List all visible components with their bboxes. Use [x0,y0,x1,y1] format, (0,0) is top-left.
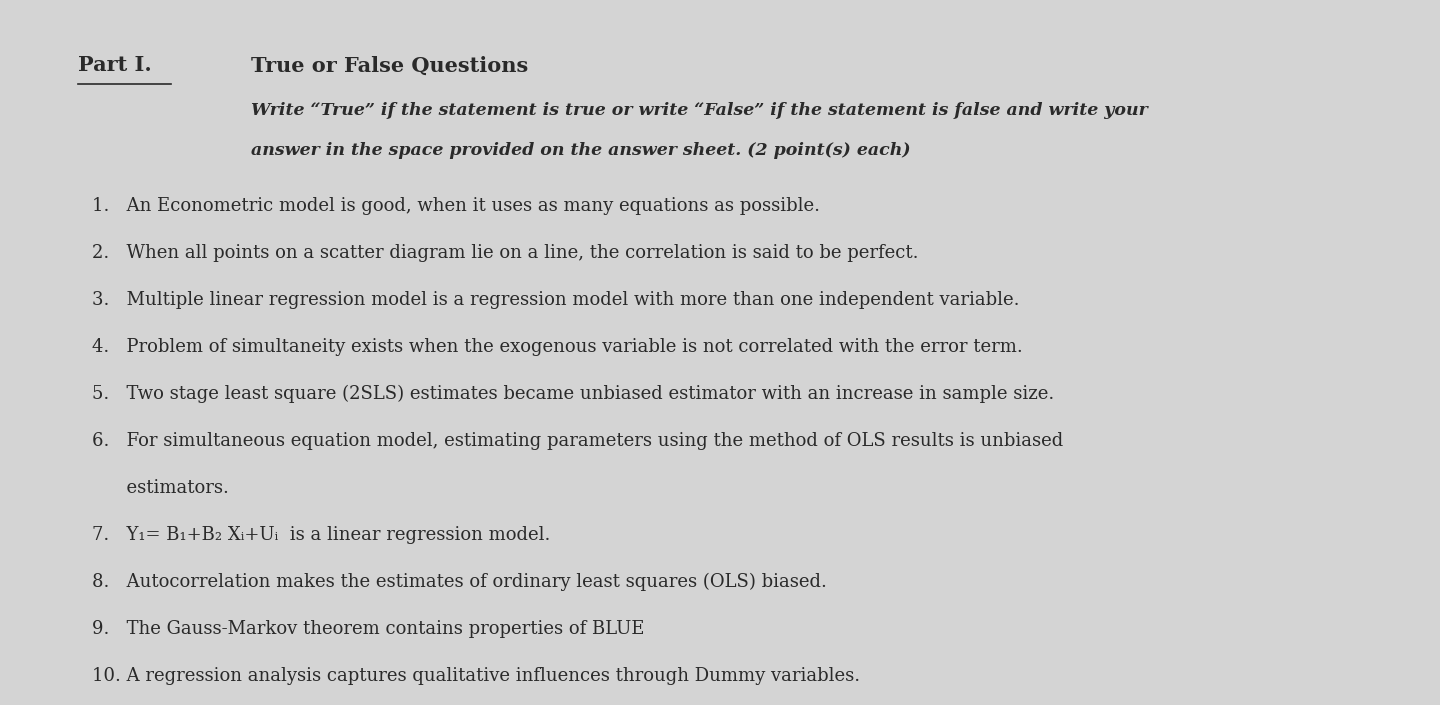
Text: 7.   Y₁= B₁+B₂ Xᵢ+Uᵢ  is a linear regression model.: 7. Y₁= B₁+B₂ Xᵢ+Uᵢ is a linear regressio… [92,526,550,544]
Text: 10. A regression analysis captures qualitative influences through Dummy variable: 10. A regression analysis captures quali… [92,667,860,685]
Text: Part I.: Part I. [78,56,151,75]
Text: 3.   Multiple linear regression model is a regression model with more than one i: 3. Multiple linear regression model is a… [92,291,1020,309]
Text: 2.   When all points on a scatter diagram lie on a line, the correlation is said: 2. When all points on a scatter diagram … [92,244,919,262]
Text: Write “True” if the statement is true or write “False” if the statement is false: Write “True” if the statement is true or… [252,102,1148,119]
Text: 9.   The Gauss-Markov theorem contains properties of BLUE: 9. The Gauss-Markov theorem contains pro… [92,620,645,638]
Text: 1.   An Econometric model is good, when it uses as many equations as possible.: 1. An Econometric model is good, when it… [92,197,819,215]
Text: 5.   Two stage least square (2SLS) estimates became unbiased estimator with an i: 5. Two stage least square (2SLS) estimat… [92,385,1054,403]
Text: 6.   For simultaneous equation model, estimating parameters using the method of : 6. For simultaneous equation model, esti… [92,432,1063,450]
Text: answer in the space provided on the answer sheet. (2 point(s) each): answer in the space provided on the answ… [252,142,912,159]
Text: estimators.: estimators. [92,479,229,497]
Text: 4.   Problem of simultaneity exists when the exogenous variable is not correlate: 4. Problem of simultaneity exists when t… [92,338,1022,356]
Text: True or False Questions: True or False Questions [252,56,528,75]
Text: 8.   Autocorrelation makes the estimates of ordinary least squares (OLS) biased.: 8. Autocorrelation makes the estimates o… [92,573,827,591]
